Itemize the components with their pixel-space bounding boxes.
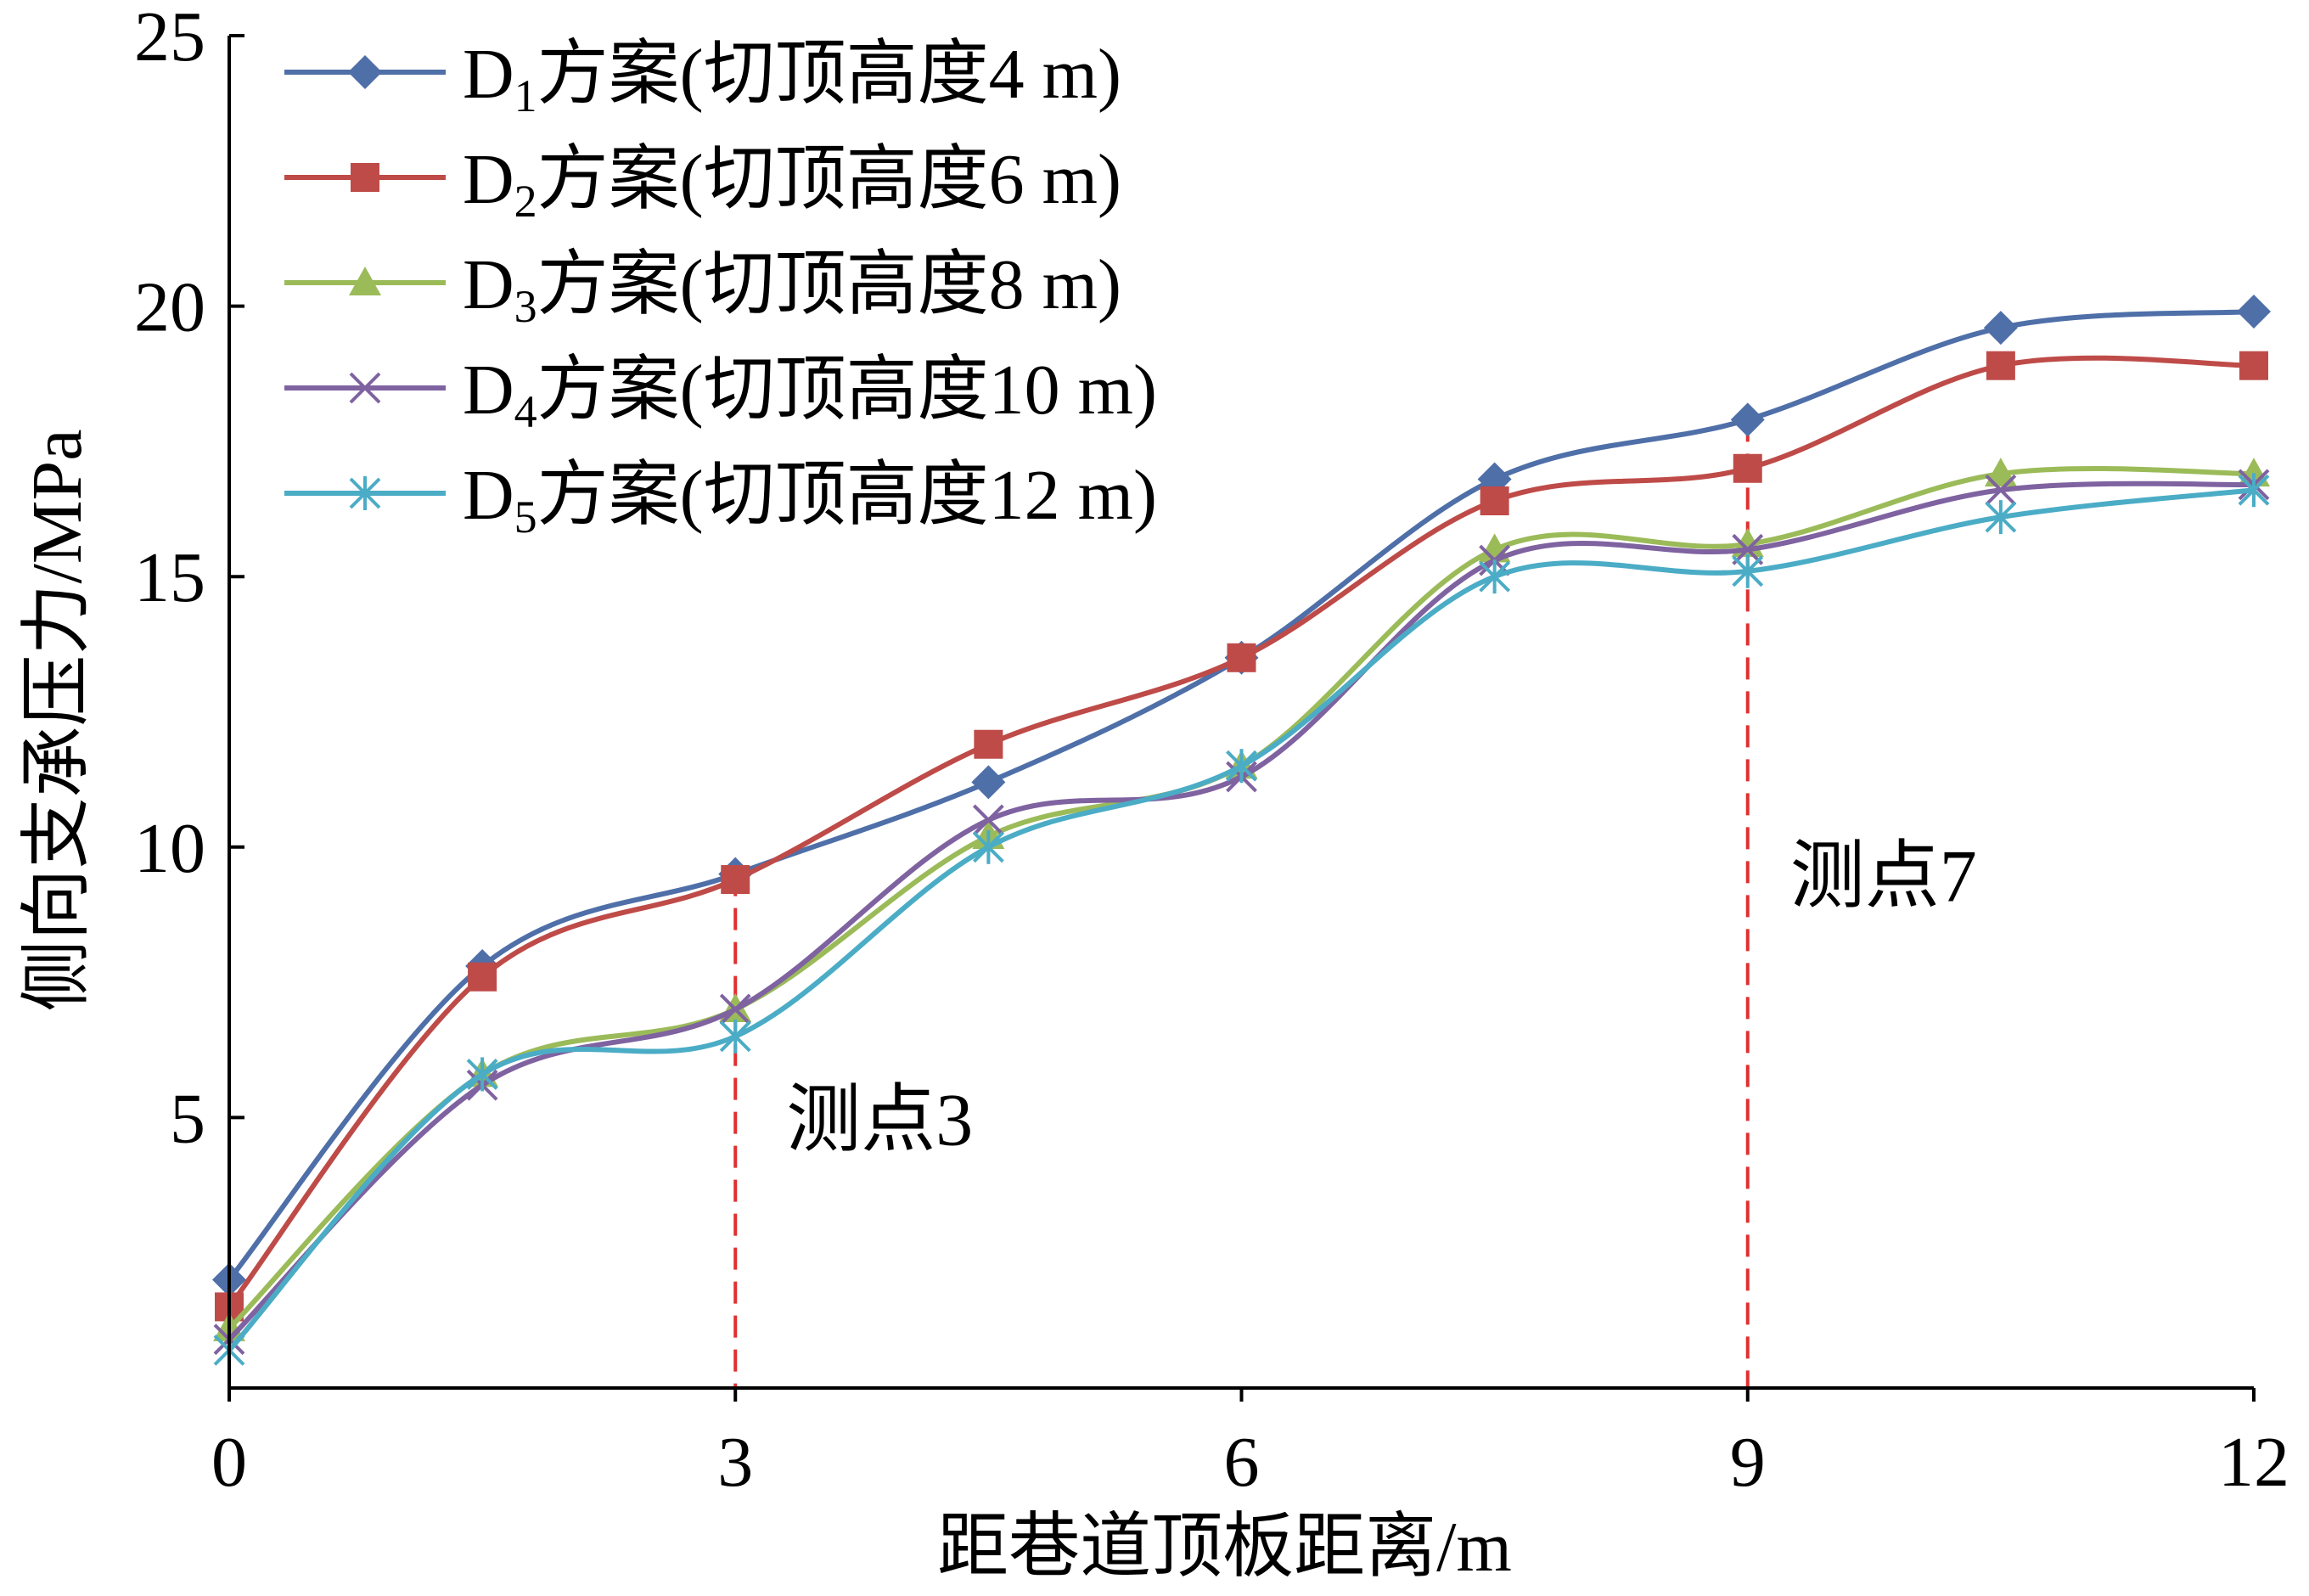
- legend: D1方案(切顶高度4 m) D2方案(切顶高度6 m) D3方案(切顶高度8 m) D…: [284, 35, 1157, 542]
- y-tick-label: 15: [134, 538, 205, 617]
- x-tick-label: 6: [1224, 1423, 1260, 1502]
- series-d5: [213, 473, 2270, 1368]
- series-line: [227, 355, 2255, 1309]
- legend-marker: [349, 476, 381, 510]
- x-tick-label: 9: [1730, 1423, 1766, 1502]
- legend-marker: [351, 163, 379, 192]
- x-tick-label: 0: [211, 1423, 247, 1502]
- data-point: [1983, 311, 2018, 346]
- legend-marker: [349, 267, 381, 295]
- data-point: [974, 729, 1003, 759]
- series-line: [227, 487, 2255, 1352]
- data-point: [721, 865, 750, 895]
- y-tick-label: 10: [134, 809, 205, 888]
- x-axis-title: 距巷道顶板距离/m: [937, 1508, 1512, 1587]
- data-point: [971, 765, 1006, 800]
- data-point: [468, 962, 497, 992]
- series-d4: [213, 469, 2270, 1356]
- legend-label: D2方案(切顶高度6 m): [463, 140, 1121, 227]
- legend-marker: [348, 55, 382, 89]
- data-point: [1985, 474, 2017, 506]
- y-tick-label: 25: [134, 0, 205, 76]
- data-point: [1479, 559, 1511, 594]
- data-point: [2238, 473, 2270, 508]
- annotation-layer: 测点3 测点7: [733, 419, 1977, 1388]
- legend-label: D5方案(切顶高度12 m): [463, 456, 1157, 542]
- series-line: [227, 480, 2255, 1341]
- data-point: [972, 829, 1004, 864]
- data-point: [719, 993, 751, 1026]
- y-axis-title: 侧向支承压力/MPa: [18, 429, 97, 1011]
- legend-item: D1方案(切顶高度4 m): [284, 35, 1121, 121]
- data-point: [1986, 351, 2015, 380]
- data-point: [2239, 351, 2268, 380]
- data-point: [2238, 458, 2270, 487]
- legend-label: D1方案(切顶高度4 m): [463, 35, 1121, 121]
- y-tick-label: 20: [134, 268, 205, 347]
- y-tick-label: 5: [170, 1079, 205, 1158]
- data-point: [719, 1019, 751, 1054]
- data-point: [1984, 458, 2017, 487]
- data-point: [1480, 486, 1509, 515]
- data-point: [1732, 554, 1764, 588]
- data-point: [1733, 453, 1762, 483]
- measure-point-label: 测点3: [786, 1079, 973, 1161]
- data-point: [1227, 643, 1256, 672]
- data-point: [2237, 294, 2271, 329]
- series-line: [227, 308, 2255, 1282]
- legend-marker: [349, 372, 381, 404]
- legend-label: D4方案(切顶高度10 m): [463, 351, 1157, 437]
- series-d1: [212, 294, 2271, 1297]
- x-tick-label: 3: [717, 1423, 753, 1502]
- series-layer: [212, 294, 2271, 1368]
- axes-layer: [228, 36, 2254, 1390]
- legend-item: D5方案(切顶高度12 m): [284, 456, 1157, 542]
- data-point: [1730, 402, 1765, 437]
- data-point: [972, 804, 1004, 836]
- data-point: [1226, 749, 1257, 784]
- ticks-layer: 0 3 6 9 12 5 10 15 20 25: [134, 0, 2289, 1502]
- data-point: [1985, 500, 2017, 535]
- data-point: [466, 1057, 498, 1092]
- x-tick-label: 12: [2218, 1423, 2289, 1502]
- legend-item: D4方案(切顶高度10 m): [284, 351, 1157, 437]
- legend-item: D2方案(切顶高度6 m): [284, 140, 1121, 227]
- legend-item: D3方案(切顶高度8 m): [284, 245, 1121, 332]
- measure-point-label: 测点7: [1790, 836, 1977, 919]
- legend-label: D3方案(切顶高度8 m): [463, 245, 1121, 332]
